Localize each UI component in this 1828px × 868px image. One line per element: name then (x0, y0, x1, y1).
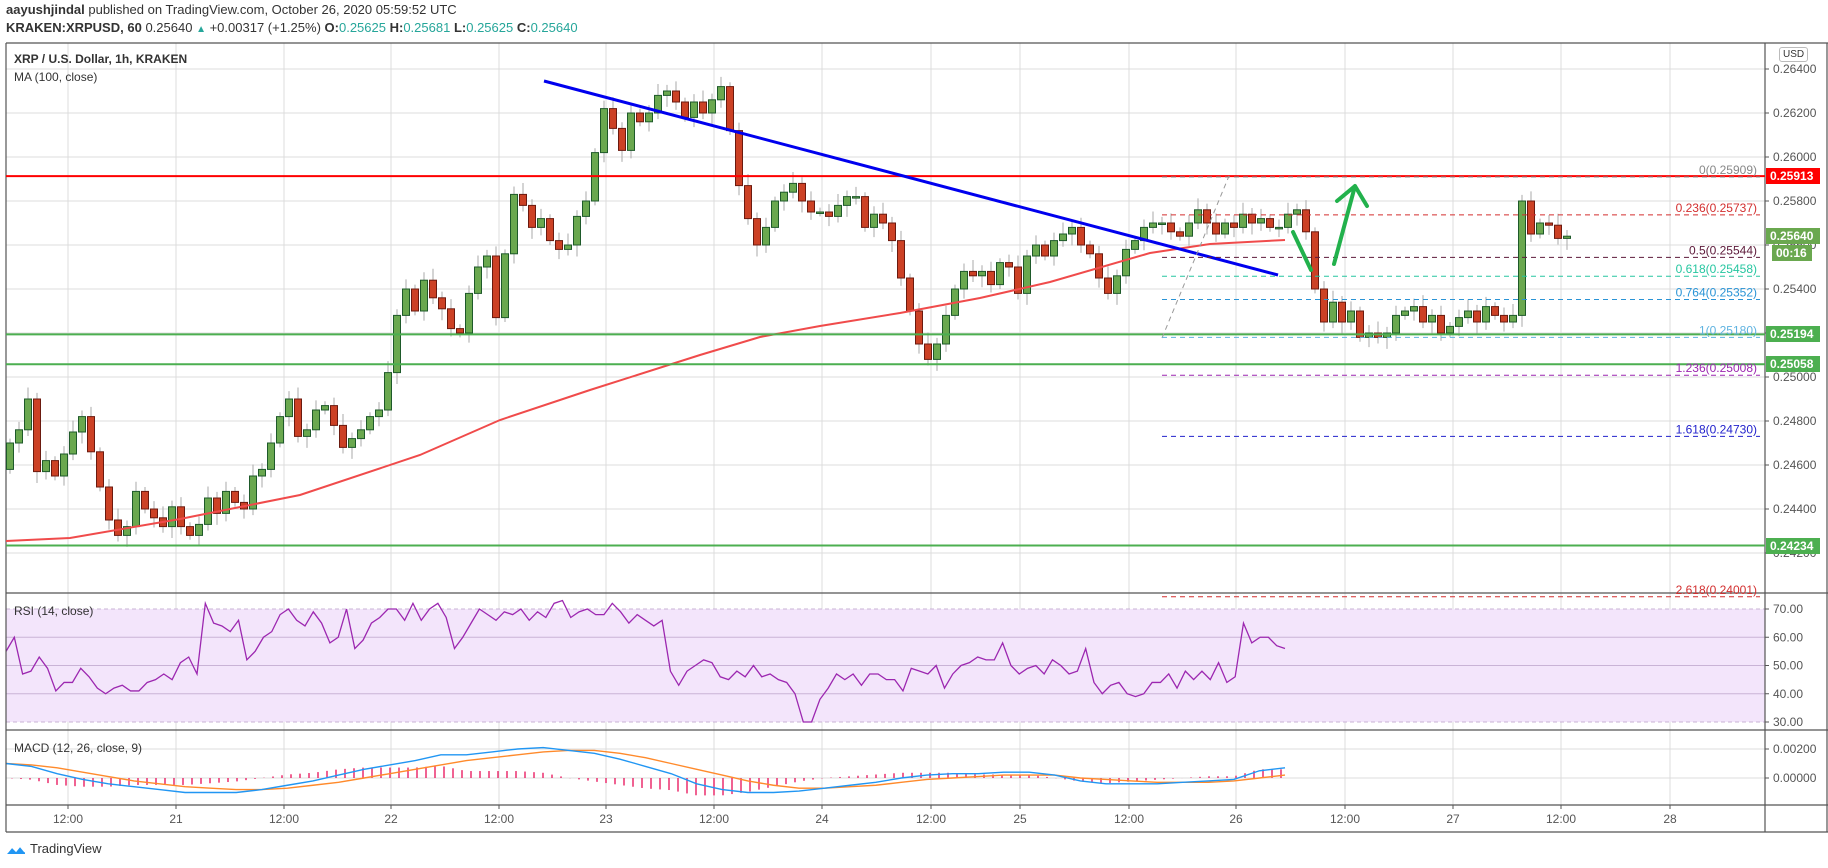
price-change: +0.00317 (+1.25%) (209, 20, 321, 35)
price-axis-label: 0.25800 (1773, 194, 1817, 208)
rsi-pane-title[interactable]: RSI (14, close) (14, 604, 94, 618)
ma100-line (5, 239, 1286, 542)
low-value: 0.25625 (466, 20, 514, 35)
ma-indicator-label[interactable]: MA (100, close) (14, 70, 98, 84)
time-axis-label: 12:00 (699, 812, 729, 826)
fib-level-label: 0.618(0.25458) (1676, 262, 1757, 276)
macd-pane-title[interactable]: MACD (12, 26, close, 9) (14, 741, 143, 755)
rsi-line (5, 599, 1286, 723)
candle-countdown: 00:16 (1772, 245, 1812, 262)
fib-level-label: 1(0.25180) (1699, 323, 1757, 337)
svg-text:30.00: 30.00 (1773, 715, 1803, 729)
fib-level-label: 1.618(0.24730) (1676, 422, 1757, 436)
up-arrow-icon: ▲ (196, 24, 206, 35)
tradingview-cloud-icon (6, 844, 26, 854)
candles (6, 76, 1571, 547)
price-axis-label: 0.26400 (1773, 62, 1817, 76)
time-axis-label: 25 (1013, 812, 1027, 826)
svg-text:0.00200: 0.00200 (1773, 742, 1817, 756)
fib-level-label: 2.618(0.24001) (1676, 583, 1757, 597)
open-label: O: (324, 20, 339, 35)
bearish-trendline (543, 79, 1279, 277)
publish-text: published on TradingView.com, October 26… (84, 2, 457, 17)
price-axis-label: 0.24600 (1773, 458, 1817, 472)
svg-text:60.00: 60.00 (1773, 630, 1803, 644)
time-axis-label: 21 (169, 812, 183, 826)
close-value: 0.25640 (530, 20, 578, 35)
time-axis-label: 12:00 (1546, 812, 1576, 826)
price-axis-label: 0.26200 (1773, 106, 1817, 120)
time-axis-label: 12:00 (269, 812, 299, 826)
time-axis-label: 12:00 (916, 812, 946, 826)
price-tag: 0.25194 (1766, 326, 1820, 343)
low-label: L: (453, 20, 467, 35)
price-tag: 0.24234 (1766, 537, 1820, 554)
last-price: 0.25640 (145, 20, 193, 35)
time-axis-label: 22 (384, 812, 398, 826)
fib-anchor-line (1161, 175, 1230, 339)
time-axis-label: 28 (1663, 812, 1677, 826)
symbol-name: KRAKEN:XRPUSD, 60 (6, 20, 142, 35)
time-axis-label: 12:00 (53, 812, 83, 826)
logo-text: TradingView (30, 841, 102, 856)
fib-level-label: 0.5(0.25544) (1689, 243, 1757, 257)
time-axis-label: 27 (1446, 812, 1460, 826)
price-axis-label: 0.26000 (1773, 150, 1817, 164)
svg-text:70.00: 70.00 (1773, 602, 1803, 616)
symbol-info: KRAKEN:XRPUSD, 60 0.25640 ▲ +0.00317 (+1… (6, 20, 578, 35)
publish-info: aayushjindal published on TradingView.co… (6, 2, 457, 17)
price-tag: 0.25058 (1766, 356, 1820, 373)
price-axis-label: 0.24400 (1773, 502, 1817, 516)
currency-button[interactable]: USD (1779, 47, 1809, 62)
main-pane-title: XRP / U.S. Dollar, 1h, KRAKEN (14, 52, 188, 66)
time-axis-label: 23 (599, 812, 613, 826)
macd-line (5, 746, 1286, 794)
macd-signal-line (5, 749, 1286, 791)
price-tag: 0.25913 (1766, 168, 1820, 185)
time-axis-label: 12:00 (1114, 812, 1144, 826)
time-axis-label: 24 (815, 812, 829, 826)
high-value: 0.25681 (403, 20, 451, 35)
publisher-name[interactable]: aayushjindal (6, 2, 85, 17)
fib-level-label: 0.236(0.25737) (1676, 201, 1757, 215)
close-label: C: (516, 20, 531, 35)
time-axis-label: 26 (1229, 812, 1243, 826)
fib-level-label: 0(0.25909) (1699, 163, 1757, 177)
time-axis-label: 12:00 (1330, 812, 1360, 826)
svg-text:40.00: 40.00 (1773, 687, 1803, 701)
up-arrow-icon (1332, 184, 1369, 266)
svg-text:50.00: 50.00 (1773, 659, 1803, 673)
price-axis-label: 0.24800 (1773, 414, 1817, 428)
fib-level-label: 0.764(0.25352) (1676, 286, 1757, 300)
price-axis-label: 0.25000 (1773, 370, 1817, 384)
price-tag: 0.25640 (1766, 228, 1820, 245)
down-stroke-icon (1291, 230, 1313, 272)
high-label: H: (389, 20, 404, 35)
open-value: 0.25625 (338, 20, 386, 35)
time-axis-label: 12:00 (484, 812, 514, 826)
fib-level-label: 1.236(0.25008) (1676, 361, 1757, 375)
price-axis-label: 0.25400 (1773, 282, 1817, 296)
tradingview-logo[interactable]: TradingView (6, 841, 102, 856)
svg-text:0.00000: 0.00000 (1773, 771, 1817, 785)
